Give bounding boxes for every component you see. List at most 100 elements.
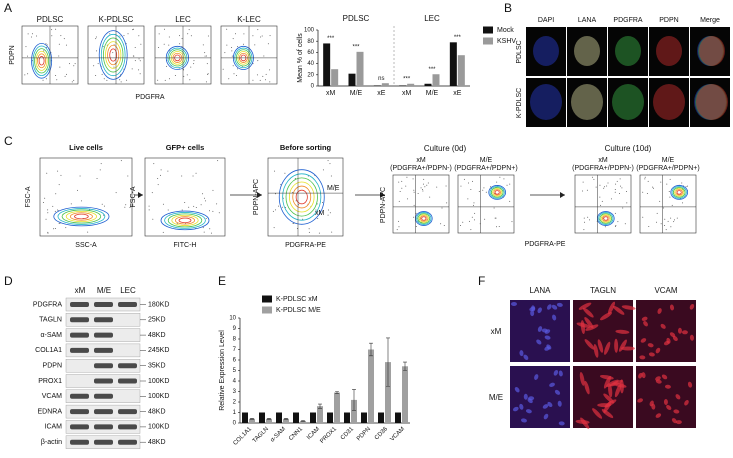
cell-signal <box>582 307 594 318</box>
x-tick-label: CNN1 <box>288 426 304 442</box>
row-label: VCAM <box>42 393 62 400</box>
flow-dot <box>216 203 218 205</box>
flow-dot <box>231 55 233 57</box>
flow-dot <box>157 177 159 179</box>
flow-dot <box>263 55 265 57</box>
flow-dot <box>167 209 169 211</box>
cell-signal <box>525 409 532 414</box>
flow-dot <box>254 44 256 46</box>
flow-dot <box>162 231 164 233</box>
flow-dot <box>509 200 511 202</box>
error-bar <box>386 337 390 387</box>
cell-signal <box>620 346 635 351</box>
x-tick-label: xE <box>377 90 386 97</box>
blot-band <box>118 378 137 384</box>
flow-dot <box>440 223 442 225</box>
flow-dot <box>614 189 616 191</box>
flow-dot <box>624 223 626 225</box>
plot-name: M/E <box>480 157 493 164</box>
flow-dot <box>420 187 422 189</box>
panel-label: D <box>4 274 13 288</box>
x-tick-label: VCAM <box>390 426 407 443</box>
flow-dot <box>190 35 192 37</box>
blot-band <box>70 317 89 323</box>
cell-signal <box>612 84 644 120</box>
row-label: PDGFRA <box>33 301 63 308</box>
flow-dot <box>427 182 429 184</box>
flow-contour <box>602 215 610 222</box>
flow-dot <box>619 178 621 180</box>
flow-dot <box>133 28 135 30</box>
flow-contour <box>164 212 206 229</box>
flow-title: PDLSC <box>37 15 64 24</box>
flow-dot <box>583 229 585 231</box>
flow-dot <box>237 46 239 48</box>
flow-dot <box>413 216 415 218</box>
flow-dot <box>57 170 59 172</box>
flow-dot <box>278 205 280 207</box>
flow-dot <box>642 216 644 218</box>
flow-dot <box>79 175 81 177</box>
cell-signal <box>579 371 585 386</box>
blot-band <box>70 347 89 353</box>
flow-dot <box>589 219 591 221</box>
flow-dot <box>63 38 65 40</box>
flow-dot <box>261 35 263 37</box>
flow-dot <box>587 216 589 218</box>
flow-dot <box>232 65 234 67</box>
flow-dot <box>158 46 160 48</box>
flow-dot <box>471 216 473 218</box>
flow-dot <box>327 160 329 162</box>
column-header: xM <box>75 286 86 295</box>
flow-dot <box>468 220 470 222</box>
flow-dot <box>622 207 624 209</box>
cell-signal <box>537 307 542 314</box>
cell-signal <box>684 399 689 406</box>
flow-dot <box>401 187 403 189</box>
flow-dot <box>193 205 195 207</box>
blot-band <box>70 409 89 415</box>
flow-dot <box>188 206 190 208</box>
flow-title: K-LEC <box>237 15 261 24</box>
flow-dot <box>308 231 310 233</box>
flow-dot <box>606 185 608 187</box>
flow-dot <box>615 183 617 185</box>
flow-dot <box>315 209 317 211</box>
flow-dot <box>206 55 208 57</box>
flow-dot <box>148 209 150 211</box>
flow-dot <box>615 224 617 226</box>
micrograph <box>510 366 570 428</box>
flow-dot <box>269 35 271 37</box>
cell-signal <box>557 400 562 407</box>
axis-label: FSC-A <box>130 186 137 207</box>
bar <box>317 406 323 423</box>
culture-title: Culture (0d) <box>424 144 467 153</box>
flow-dot <box>68 63 70 65</box>
y-tick-label: 10 <box>229 316 236 322</box>
flow-dot <box>163 28 165 30</box>
flow-dot <box>593 178 595 180</box>
flow-dot <box>138 35 140 37</box>
cell-signal <box>552 314 557 321</box>
flow-contour <box>674 188 685 197</box>
flow-dot <box>586 189 588 191</box>
flow-dot <box>490 186 492 188</box>
column-header: DAPI <box>538 17 554 24</box>
flow-dot <box>284 172 286 174</box>
flow-dot <box>73 79 75 81</box>
flow-dot <box>232 38 234 40</box>
cell-signal <box>511 302 517 306</box>
flow-dot <box>644 178 646 180</box>
flow-dot <box>264 79 266 81</box>
flow-dot <box>65 44 67 46</box>
flow-dot <box>473 219 475 221</box>
step-title: Live cells <box>69 143 103 152</box>
cell-signal <box>660 323 666 329</box>
flow-dot <box>582 181 584 183</box>
cell-signal <box>543 413 549 420</box>
cell-signal <box>689 303 695 310</box>
flow-dot <box>209 228 211 230</box>
significance-label: ns <box>378 76 384 82</box>
flow-dot <box>472 204 474 206</box>
flow-dot <box>47 212 49 214</box>
